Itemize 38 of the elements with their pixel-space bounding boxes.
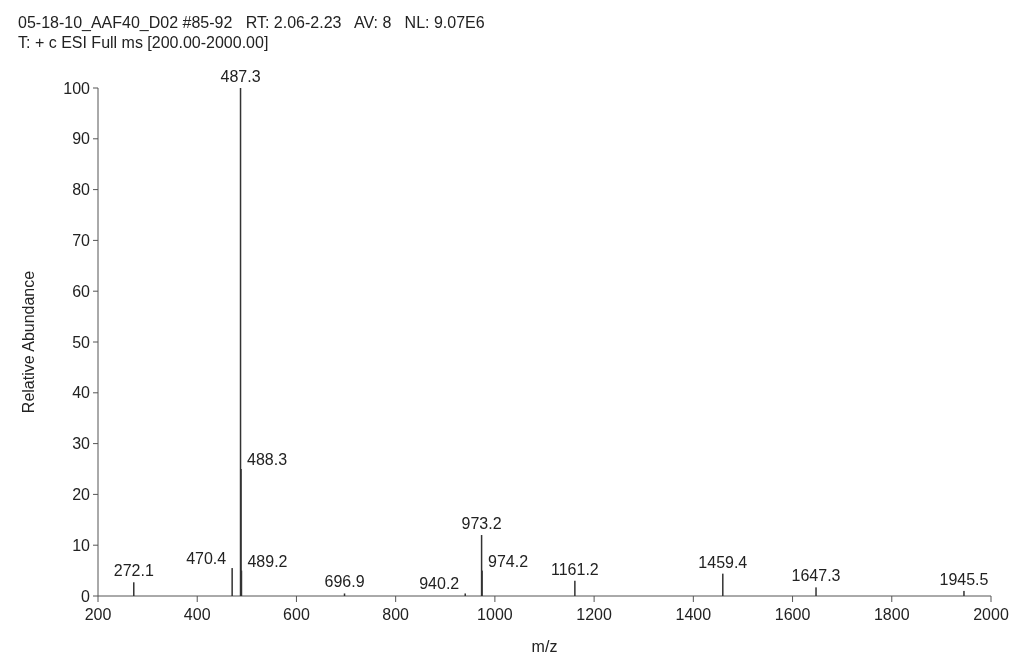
annotation: 1161.2 [550, 560, 599, 578]
y-tick-label: 90 [72, 130, 91, 148]
annotation: 1945.5 [939, 570, 989, 588]
chart-subtitle: T: + c ESI Full ms [200.00-2000.00] [18, 34, 269, 51]
x-tick-label: 200 [84, 606, 112, 623]
annotation: 272.1 [113, 562, 154, 580]
annotation: 488.3 [247, 451, 288, 468]
x-tick-label: 400 [183, 606, 211, 623]
y-tick-label: 30 [72, 435, 91, 453]
x-tick-label: 1600 [774, 606, 811, 623]
y-tick-label: 50 [72, 333, 91, 351]
annotation: 973.2 [461, 515, 502, 533]
annotation: 696.9 [324, 573, 365, 591]
y-tick-label: 80 [72, 181, 91, 199]
annotation: 1459.4 [698, 553, 748, 571]
y-tick-label: 70 [72, 232, 91, 249]
y-tick-label: 10 [72, 536, 91, 554]
annotation: 489.2 [247, 552, 288, 570]
annotation: 940.2 [419, 575, 460, 593]
y-tick-label: 100 [63, 79, 91, 97]
y-axis-title: Relative Abundance [20, 270, 37, 414]
x-axis-title: m/z [531, 638, 558, 655]
chart-title: 05-18-10_AAF40_D02 #85-92 RT: 2.06-2.23 AV: 8 NL: 9.07E6 [18, 14, 485, 32]
annotation: 974.2 [488, 552, 529, 570]
x-tick-label: 600 [283, 606, 310, 623]
y-tick-label: 20 [72, 486, 91, 503]
y-tick-label: 60 [72, 282, 91, 300]
x-tick-label: 1000 [477, 606, 513, 623]
x-tick-label: 1400 [675, 606, 712, 623]
x-tick-label: 2000 [973, 606, 1009, 623]
x-tick-label: 1800 [873, 606, 910, 623]
x-tick-label: 800 [382, 606, 410, 623]
y-tick-label: 40 [72, 384, 91, 402]
y-tick-label: 0 [81, 587, 91, 605]
annotation: 470.4 [186, 550, 227, 568]
annotation: 1647.3 [791, 567, 841, 585]
x-tick-label: 1200 [576, 606, 613, 623]
annotation: 487.3 [220, 68, 261, 85]
